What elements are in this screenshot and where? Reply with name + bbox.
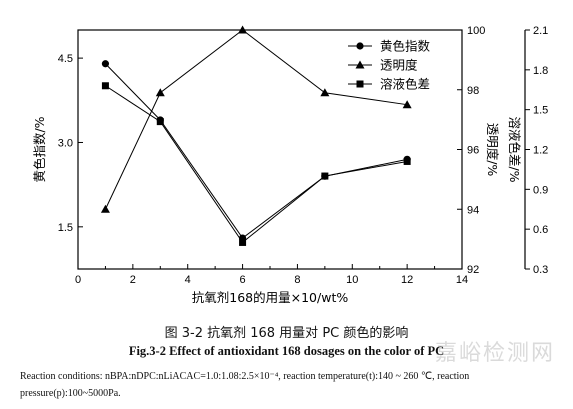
- x-tick-label: 10: [346, 274, 358, 286]
- left-axis-title: 黄色指数/%: [32, 116, 47, 182]
- watermark: 嘉峪检测网: [434, 341, 555, 366]
- data-point-triangle: [320, 88, 330, 97]
- data-point-triangle: [155, 88, 165, 97]
- series-line-triangle: [104, 29, 408, 210]
- data-point-square: [101, 82, 109, 90]
- data-point-triangle: [238, 25, 248, 34]
- data-point-square: [239, 238, 247, 246]
- data-point-square: [321, 172, 329, 180]
- x-tick-label: 8: [294, 274, 300, 286]
- right2-tick-label: 1.2: [533, 145, 548, 157]
- right1-tick-label: 94: [467, 204, 479, 216]
- data-point-triangle: [100, 204, 110, 213]
- figure-caption-english: Fig.3-2 Effect of antioxidant 168 dosage…: [128, 344, 445, 358]
- axes-layer: 0 2 4 6 8 10 12 14 抗氧剂168的用量×10/wt% 1.5 3.0 4.5 黄色指数…: [32, 25, 548, 305]
- x-tick-label: 2: [130, 274, 136, 286]
- data-point-square: [403, 157, 411, 165]
- legend-marker-square: [356, 80, 364, 88]
- right2-axis-title: 溶液色差/%: [507, 116, 522, 182]
- x-tick-label: 12: [401, 274, 413, 286]
- right1-tick-label: 100: [467, 25, 485, 37]
- right2-tick-label: 1.5: [533, 105, 548, 117]
- left-tick-label: 4.5: [58, 53, 73, 65]
- series-line-circle: [105, 63, 408, 239]
- data-point-square: [156, 118, 164, 126]
- data-point-circle: [101, 60, 110, 68]
- left-tick-label: 3.0: [58, 137, 73, 149]
- x-tick-label: 6: [240, 274, 246, 286]
- right2-tick-label: 2.1: [533, 25, 548, 37]
- right2-tick-label: 0.3: [533, 264, 548, 276]
- legend-label: 黄色指数: [380, 39, 431, 54]
- x-tick-label: 0: [75, 274, 81, 286]
- figure-caption-chinese: 图 3-2 抗氧剂 168 用量对 PC 颜色的影响: [164, 326, 409, 341]
- x-tick-label: 14: [456, 274, 468, 286]
- series-layer: [100, 25, 412, 246]
- left-tick-label: 1.5: [58, 222, 73, 234]
- legend-marker-circle: [356, 42, 364, 50]
- right1-tick-label: 98: [467, 85, 479, 97]
- legend-marker-triangle: [355, 60, 365, 69]
- series-line-square: [105, 85, 408, 244]
- right1-tick-label: 92: [467, 264, 479, 276]
- legend-label: 透明度: [380, 58, 418, 73]
- line-chart: 0 2 4 6 8 10 12 14 抗氧剂168的用量×10/wt% 1.5 3.0 4.5 黄色指数…: [32, 25, 548, 305]
- x-axis-title: 抗氧剂168的用量×10/wt%: [192, 290, 349, 305]
- right2-tick-label: 0.9: [533, 184, 548, 196]
- right1-tick-label: 96: [467, 145, 479, 157]
- right2-tick-label: 1.8: [533, 65, 548, 77]
- right1-axis-title: 透明度/%: [485, 123, 500, 177]
- legend-label: 溶液色差: [380, 77, 430, 92]
- data-point-triangle: [402, 100, 412, 109]
- reaction-conditions: Reaction conditions: nBPA:nDPC:nLiACAC=1…: [20, 371, 470, 399]
- right2-tick-label: 0.6: [533, 224, 548, 236]
- x-tick-label: 4: [185, 274, 191, 286]
